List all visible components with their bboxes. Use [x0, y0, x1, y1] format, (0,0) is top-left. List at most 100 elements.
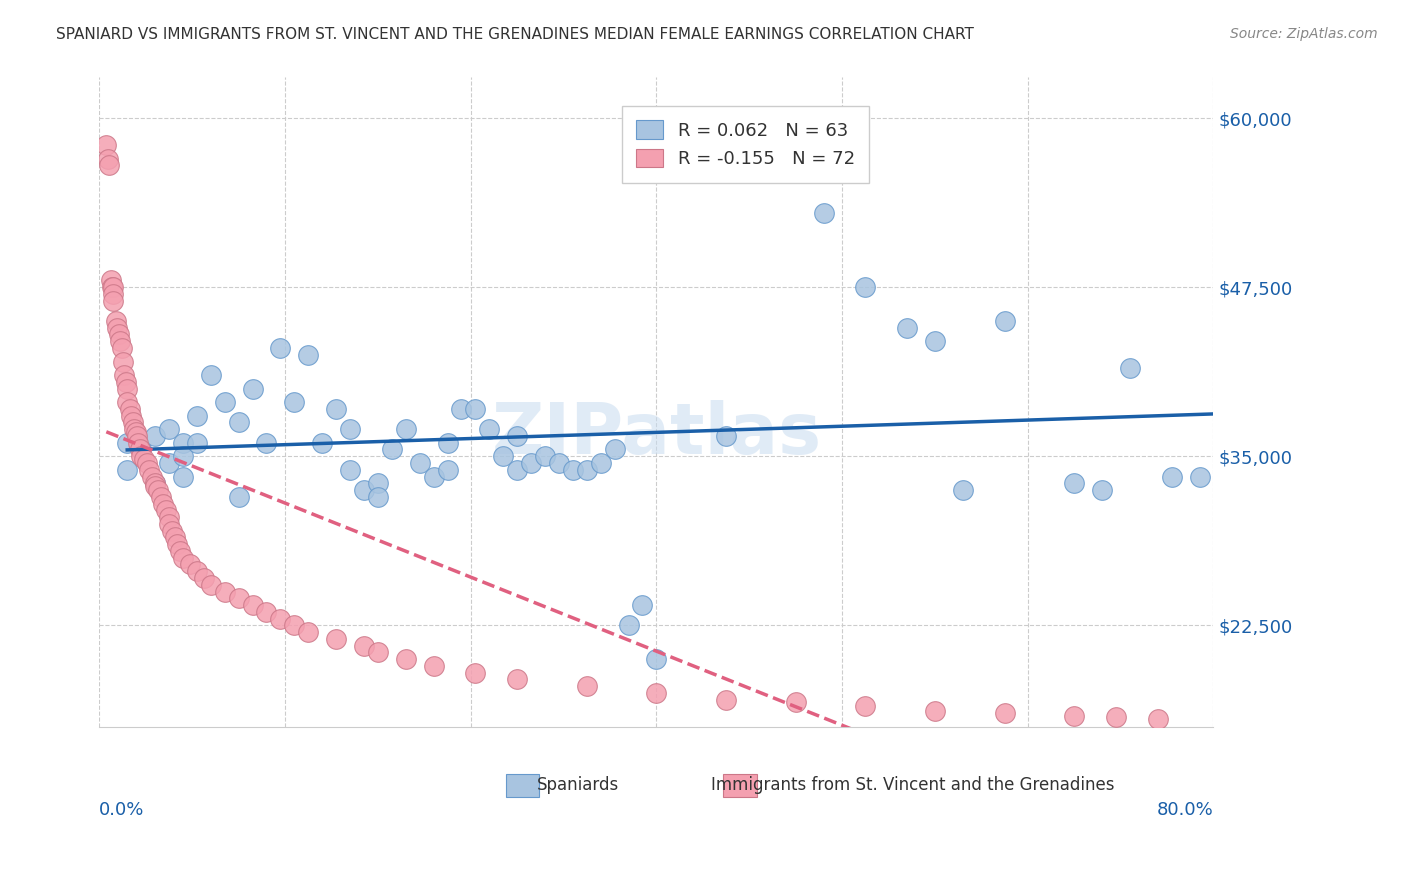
Point	[353, 639, 375, 653]
Point	[121, 416, 143, 430]
Point	[228, 490, 250, 504]
Point	[548, 456, 571, 470]
Point	[269, 611, 291, 625]
Point	[214, 584, 236, 599]
Point	[1091, 483, 1114, 497]
Point	[714, 429, 737, 443]
Point	[128, 442, 150, 457]
Point	[127, 435, 149, 450]
Point	[129, 449, 152, 463]
Point	[1063, 709, 1085, 723]
Text: 80.0%: 80.0%	[1157, 801, 1213, 819]
Point	[132, 451, 155, 466]
Point	[269, 341, 291, 355]
Point	[631, 598, 654, 612]
Point	[408, 456, 430, 470]
Point	[478, 422, 501, 436]
Point	[589, 456, 612, 470]
Point	[100, 273, 122, 287]
Point	[325, 632, 347, 646]
Point	[1105, 710, 1128, 724]
Point	[714, 692, 737, 706]
Point	[97, 152, 120, 166]
Point	[186, 435, 208, 450]
Point	[200, 368, 222, 382]
Point	[163, 530, 186, 544]
Point	[645, 686, 668, 700]
Point	[492, 449, 515, 463]
Point	[242, 598, 264, 612]
Point	[506, 463, 529, 477]
Point	[98, 158, 121, 172]
Point	[157, 516, 180, 531]
Point	[645, 652, 668, 666]
Point	[103, 293, 125, 308]
Point	[166, 537, 188, 551]
Point	[157, 510, 180, 524]
Point	[575, 679, 598, 693]
Point	[283, 395, 305, 409]
Point	[395, 422, 418, 436]
Point	[172, 550, 194, 565]
Point	[105, 314, 128, 328]
Point	[436, 463, 458, 477]
Point	[520, 456, 543, 470]
Point	[1160, 469, 1182, 483]
Point	[256, 435, 278, 450]
Point	[297, 625, 319, 640]
Point	[924, 704, 946, 718]
Point	[172, 435, 194, 450]
Point	[228, 591, 250, 606]
Point	[534, 449, 557, 463]
Point	[152, 497, 174, 511]
Point	[115, 395, 138, 409]
Point	[157, 456, 180, 470]
Point	[115, 435, 138, 450]
Point	[169, 544, 191, 558]
Text: ZIPatlas: ZIPatlas	[491, 401, 821, 469]
Point	[143, 476, 166, 491]
Legend: R = 0.062   N = 63, R = -0.155   N = 72: R = 0.062 N = 63, R = -0.155 N = 72	[621, 106, 869, 183]
Point	[114, 375, 136, 389]
Point	[143, 429, 166, 443]
Point	[311, 435, 333, 450]
Point	[853, 699, 876, 714]
Point	[422, 469, 444, 483]
Point	[155, 503, 177, 517]
Point	[993, 314, 1015, 328]
Point	[1119, 361, 1142, 376]
Text: Spaniards: Spaniards	[537, 776, 620, 794]
Text: Immigrants from St. Vincent and the Grenadines: Immigrants from St. Vincent and the Gren…	[711, 776, 1115, 794]
Point	[160, 524, 183, 538]
Point	[506, 673, 529, 687]
FancyBboxPatch shape	[723, 773, 756, 797]
Point	[813, 205, 835, 219]
Point	[120, 409, 142, 423]
Point	[172, 469, 194, 483]
Point	[575, 463, 598, 477]
Point	[111, 341, 134, 355]
Point	[353, 483, 375, 497]
Text: 0.0%: 0.0%	[100, 801, 145, 819]
Point	[179, 558, 201, 572]
Point	[107, 320, 129, 334]
Point	[122, 422, 145, 436]
Point	[186, 564, 208, 578]
Point	[112, 354, 135, 368]
Point	[952, 483, 974, 497]
Point	[118, 401, 141, 416]
Point	[436, 435, 458, 450]
Point	[129, 442, 152, 457]
Text: Source: ZipAtlas.com: Source: ZipAtlas.com	[1230, 27, 1378, 41]
Point	[785, 695, 807, 709]
Point	[228, 416, 250, 430]
Point	[1063, 476, 1085, 491]
Point	[450, 401, 472, 416]
Point	[146, 483, 169, 497]
Text: SPANIARD VS IMMIGRANTS FROM ST. VINCENT AND THE GRENADINES MEDIAN FEMALE EARNING: SPANIARD VS IMMIGRANTS FROM ST. VINCENT …	[56, 27, 974, 42]
Point	[853, 280, 876, 294]
Point	[115, 382, 138, 396]
Point	[561, 463, 583, 477]
Point	[785, 145, 807, 159]
Point	[617, 618, 640, 632]
